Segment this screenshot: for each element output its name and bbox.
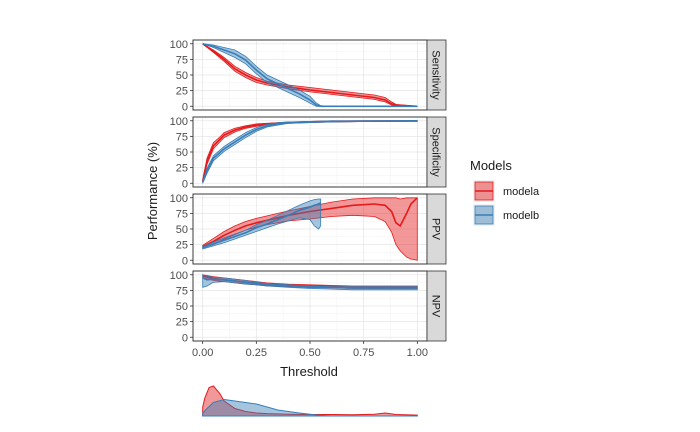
strip-label-sensitivity: Sensitivity	[430, 50, 442, 100]
y-tick-label: 75	[176, 208, 188, 220]
ci-band-modelb	[202, 198, 322, 250]
y-tick-label: 100	[170, 116, 188, 128]
series-line-modela	[202, 197, 418, 248]
legend-label-modela: modela	[503, 186, 540, 198]
x-axis-title: Threshold	[280, 364, 338, 379]
facet-panels: 0 25 50 75 100 Sensitivity 0 25 50 75 100 Specifici…	[170, 39, 447, 344]
density-area-modela	[202, 385, 418, 417]
series-line-modelb	[201, 120, 418, 183]
x-tick-label: 1.00	[407, 347, 428, 359]
strip-label-ppv: PPV	[430, 218, 442, 241]
y-tick-label: 100	[170, 193, 188, 205]
series-line-modelb	[202, 43, 418, 108]
panel-specificity: 0 25 50 75 100 Specificity	[170, 116, 447, 190]
density-area-modelb	[202, 398, 418, 417]
strip-background	[426, 39, 447, 111]
x-axis: 0.00 0.25 0.50 0.75 1.00	[192, 341, 428, 359]
x-tick-label: 0.00	[192, 347, 213, 359]
x-tick-label: 0.75	[353, 347, 374, 359]
y-tick-label: 50	[176, 224, 188, 236]
y-tick-label: 50	[176, 147, 188, 159]
series-line-modela	[202, 43, 418, 108]
x-tick-label: 0.25	[246, 347, 267, 359]
y-tick-label: 75	[176, 285, 188, 297]
y-tick-label: 0	[182, 255, 188, 267]
strip-background	[426, 116, 447, 188]
legend-title: Models	[470, 158, 512, 173]
strip-label-npv: NPV	[430, 295, 442, 318]
y-tick-label: 100	[170, 270, 188, 282]
density-plot	[202, 385, 418, 417]
series-line-modelb	[202, 277, 418, 289]
y-tick-label: 50	[176, 70, 188, 82]
y-tick-label: 75	[176, 131, 188, 143]
strip-background	[426, 270, 447, 342]
y-tick-label: 0	[182, 332, 188, 344]
y-tick-label: 0	[182, 101, 188, 113]
y-tick-label: 25	[176, 317, 188, 329]
panel-npv: 0 25 50 75 100 NPV	[170, 270, 447, 344]
y-tick-label: 25	[176, 163, 188, 175]
strip-background	[426, 193, 447, 265]
x-tick-label: 0.50	[299, 347, 320, 359]
y-axis-title: Performance (%)	[145, 142, 160, 240]
y-tick-label: 25	[176, 86, 188, 98]
y-tick-label: 75	[176, 54, 188, 66]
legend: Models modela modelb	[470, 158, 540, 226]
strip-label-specificity: Specificity	[430, 127, 442, 177]
y-tick-label: 100	[170, 39, 188, 51]
y-tick-label: 50	[176, 301, 188, 313]
series-line-modelb	[202, 202, 322, 249]
legend-label-modelb: modelb	[503, 210, 539, 222]
panel-ppv: 0 25 50 75 100 PPV	[170, 193, 447, 267]
panel-sensitivity: 0 25 50 75 100 Sensitivity	[170, 39, 447, 113]
y-tick-label: 0	[182, 178, 188, 190]
y-tick-label: 25	[176, 240, 188, 252]
